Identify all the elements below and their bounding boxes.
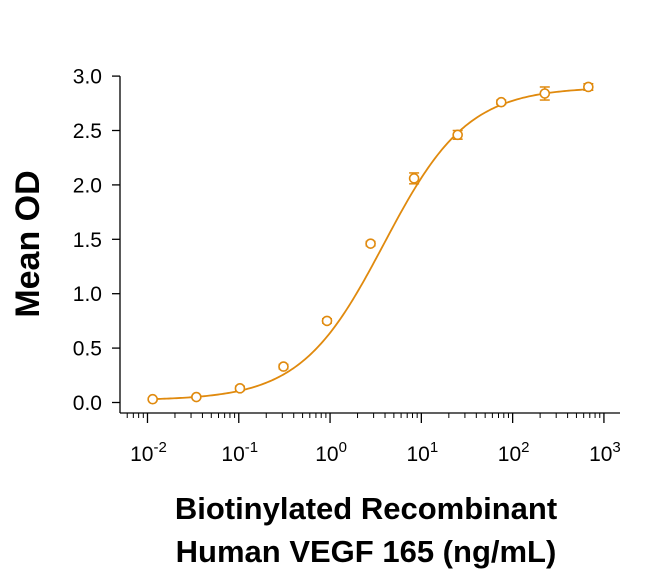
marker: [495, 96, 507, 108]
y-axis: 0.0 0.5 1.0 1.5 2.0 2.5 3.0: [73, 66, 121, 415]
x-tick-label: 10-2: [130, 439, 167, 466]
data-point-1: [147, 393, 158, 405]
marker: [321, 315, 333, 327]
data-point-5: [321, 315, 333, 327]
y-tick-label: 1.0: [73, 283, 102, 306]
x-tick-label: 101: [406, 439, 438, 466]
y-tick-label: 3.0: [73, 66, 102, 89]
data-point-11: [583, 81, 594, 93]
data-points-layer: [147, 81, 594, 405]
marker: [583, 81, 594, 93]
data-point-8: [452, 129, 463, 141]
data-point-3: [234, 383, 246, 394]
data-point-10: [539, 86, 551, 101]
x-axis: 10-2 10-1 100 101 102 103: [120, 412, 621, 466]
marker: [408, 173, 420, 184]
marker: [278, 361, 289, 372]
y-axis-title: Mean OD: [9, 170, 47, 317]
marker: [234, 383, 246, 394]
x-tick-label: 102: [498, 439, 530, 466]
y-tick-label: 2.0: [73, 174, 102, 197]
marker: [191, 391, 202, 403]
y-tick-label: 2.5: [73, 120, 102, 143]
x-tick-label: 103: [589, 439, 621, 466]
x-axis-title-line-2: Human VEGF 165 (ng/mL): [176, 534, 557, 569]
y-tick-label: 0.0: [73, 392, 102, 415]
data-point-9: [495, 96, 507, 108]
data-point-7: [408, 172, 420, 185]
marker: [365, 238, 376, 249]
x-tick-label: 10-1: [221, 439, 258, 466]
y-tick-label: 1.5: [73, 229, 102, 252]
x-axis-title-line-1: Biotinylated Recombinant: [175, 491, 557, 526]
marker: [147, 393, 158, 405]
fit-curve-layer: [152, 88, 589, 400]
data-point-6: [365, 238, 376, 249]
data-point-4: [278, 361, 289, 372]
y-tick-label: 0.5: [73, 338, 102, 361]
marker: [539, 88, 551, 99]
data-point-2: [191, 391, 202, 403]
marker: [452, 129, 463, 141]
x-tick-label: 100: [315, 439, 347, 466]
fit-curve: [152, 88, 589, 400]
